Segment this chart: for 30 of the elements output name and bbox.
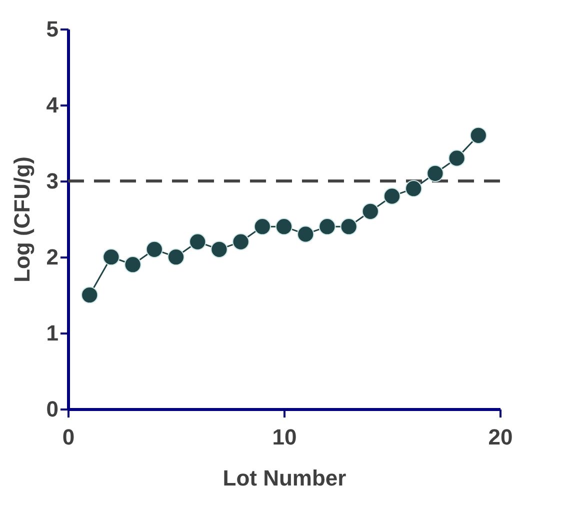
- x-tick-label: 0: [62, 424, 75, 450]
- point: [318, 218, 336, 236]
- point: [340, 218, 358, 236]
- point: [232, 233, 250, 250]
- y-tick-label: 3: [46, 168, 58, 194]
- point: [405, 180, 422, 198]
- point: [383, 188, 401, 205]
- y-tick-label: 1: [46, 320, 58, 346]
- point: [362, 202, 379, 220]
- point: [189, 233, 206, 250]
- point: [254, 218, 271, 236]
- y-tick-label: 0: [46, 396, 58, 422]
- point: [102, 248, 120, 266]
- point: [167, 248, 185, 266]
- point: [275, 218, 293, 236]
- point: [297, 226, 314, 243]
- point: [210, 240, 228, 258]
- point: [81, 286, 98, 304]
- point: [426, 164, 444, 182]
- x-axis-title: Lot Number: [222, 466, 347, 490]
- y-axis-title: Log (CFU/g): [9, 156, 34, 282]
- x-tick-label: 10: [272, 424, 297, 450]
- point: [146, 240, 163, 258]
- x-tick-label: 20: [488, 424, 513, 450]
- point: [448, 150, 466, 167]
- point: [124, 256, 142, 274]
- y-tick-label: 5: [46, 16, 58, 42]
- y-tick-label: 4: [46, 92, 60, 118]
- y-tick-label: 2: [46, 244, 58, 270]
- point: [470, 126, 487, 144]
